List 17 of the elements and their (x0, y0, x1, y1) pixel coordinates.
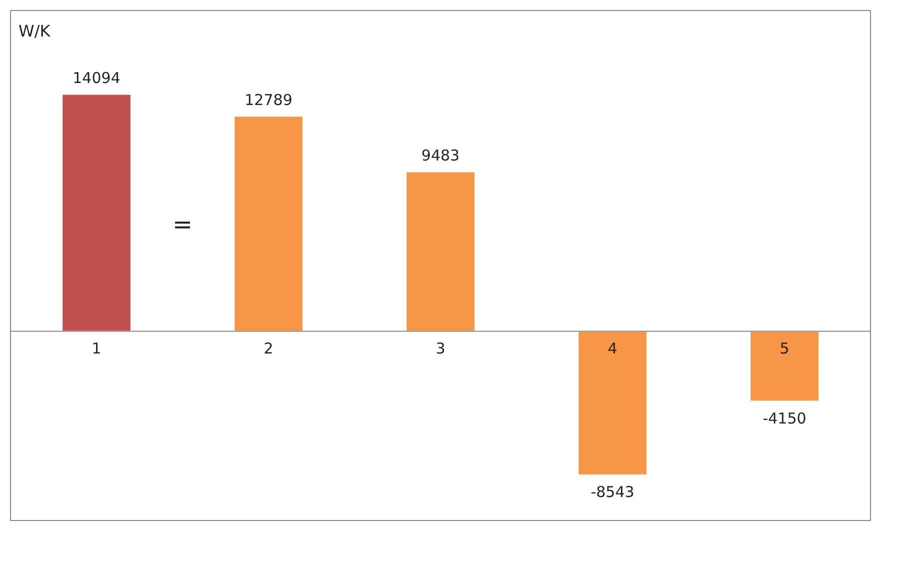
bar (406, 171, 476, 332)
bar (62, 94, 132, 332)
data-label: -4150 (762, 409, 806, 428)
data-label: 12789 (244, 90, 292, 109)
x-tick-label: 5 (780, 340, 790, 358)
data-label: 9483 (421, 146, 460, 164)
x-tick-label: 3 (436, 340, 446, 358)
data-label: 14094 (72, 68, 120, 87)
bar (234, 116, 304, 332)
annotation: = (172, 210, 193, 239)
data-label: -8543 (590, 483, 634, 502)
x-tick-label: 2 (264, 340, 274, 358)
y-axis-title: W/K (18, 22, 51, 40)
x-tick-label: 1 (92, 340, 102, 358)
x-tick-label: 4 (608, 340, 618, 358)
bar (750, 330, 820, 402)
bar (578, 330, 648, 476)
